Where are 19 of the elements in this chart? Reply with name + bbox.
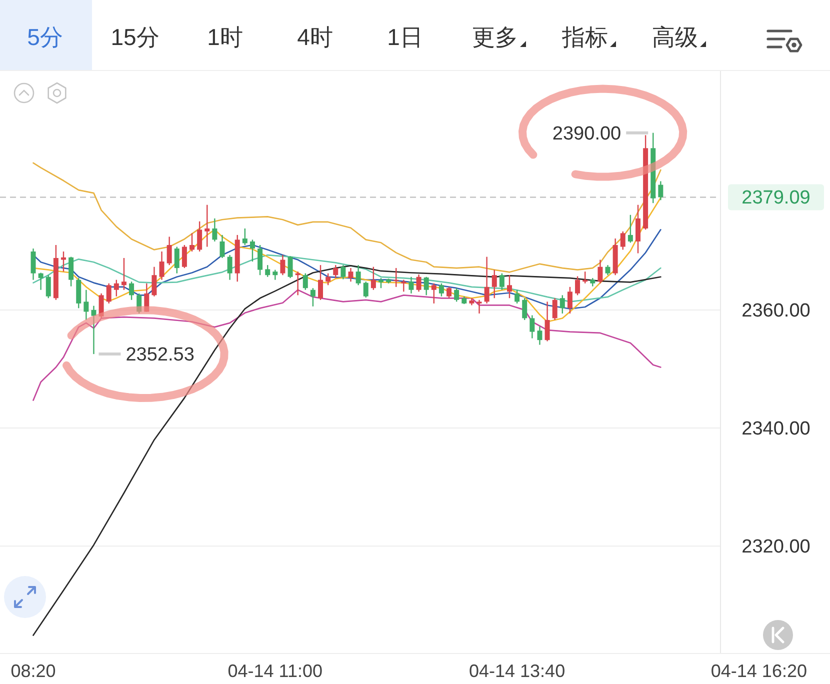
ref-label: 2379.09 — [728, 184, 824, 210]
tab-label: 更多 — [472, 24, 518, 50]
x-tick-label: 08:20 — [10, 661, 56, 681]
y-tick-label: 2320.00 — [742, 536, 810, 558]
annotation: 2352.53 — [126, 344, 194, 366]
x-tick-label: 04-14 13:40 — [469, 661, 566, 681]
x-tick-label: 04-14 11:00 — [228, 661, 323, 681]
y-tick-label: 2340.00 — [742, 418, 810, 440]
ref-line-label: 2379.09 — [742, 188, 810, 209]
tab-label: 1时 — [207, 24, 243, 50]
tab-label-active: 5分 — [27, 24, 63, 50]
tab-label: 15分 — [110, 24, 160, 50]
tab-label: 高级 — [652, 24, 698, 50]
tab-label: 4时 — [297, 24, 333, 50]
x-tick-label: 04-14 16:20 — [710, 661, 807, 681]
tab-label: 1日 — [387, 24, 423, 50]
annotation: 2390.00 — [552, 123, 622, 144]
y-tick-label: 2360.00 — [742, 300, 810, 322]
tab-label: 指标 — [562, 24, 608, 50]
